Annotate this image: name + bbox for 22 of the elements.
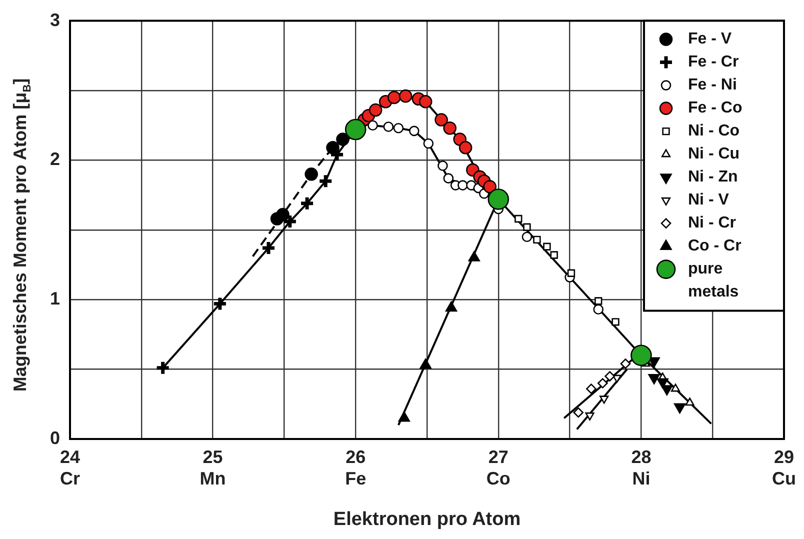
legend-label: Ni - Cu: [688, 146, 740, 163]
legend-label: Fe - Co: [688, 100, 742, 117]
legend-label: Fe - Ni: [688, 76, 737, 94]
x-tick-label: 25 Mn: [200, 446, 226, 488]
x-tick-label: 28 Ni: [631, 446, 652, 488]
x-axis-title: Elektronen pro Atom: [333, 508, 521, 530]
x-tick-label: 26 Fe: [345, 446, 366, 488]
legend-label: Ni - Cr: [688, 214, 736, 232]
legend-label: pure metals: [688, 260, 739, 301]
legend-label: Fe - V: [688, 30, 732, 48]
x-tick-label: 27 Co: [486, 446, 510, 488]
y-tick-label: 2: [50, 149, 60, 170]
legend-label: Ni - Zn: [688, 168, 738, 186]
x-tick-label: 29 Cu: [772, 446, 796, 488]
y-tick-label: 1: [50, 288, 60, 309]
legend-label: Ni - V: [688, 192, 730, 209]
y-tick-label: 3: [50, 10, 60, 30]
legend-label: Ni - Co: [688, 122, 740, 140]
legend-label: Fe - Cr: [688, 54, 739, 71]
x-tick-label: 24 Cr: [60, 446, 80, 488]
legend-label: Co - Cr: [688, 238, 742, 255]
y-tick-label: 0: [50, 428, 60, 448]
